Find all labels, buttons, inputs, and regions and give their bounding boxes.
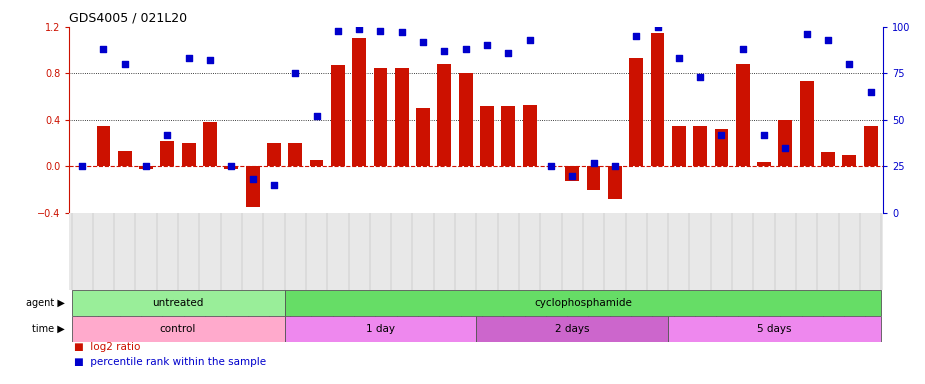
Text: 1 day: 1 day xyxy=(366,324,395,334)
Text: 5 days: 5 days xyxy=(758,324,792,334)
Bar xyxy=(629,58,643,166)
Point xyxy=(224,163,239,169)
Point xyxy=(394,30,409,36)
Bar xyxy=(735,64,749,166)
Bar xyxy=(117,151,131,166)
Bar xyxy=(693,126,707,166)
Point xyxy=(117,61,132,67)
Text: untreated: untreated xyxy=(153,298,204,308)
Bar xyxy=(374,68,388,166)
Point xyxy=(672,55,686,61)
Point xyxy=(288,70,302,76)
Point xyxy=(458,46,473,52)
Bar xyxy=(71,290,285,316)
Point xyxy=(139,163,154,169)
Bar xyxy=(71,316,285,342)
Point xyxy=(863,89,878,95)
Bar xyxy=(352,38,366,166)
Point xyxy=(842,61,857,67)
Bar xyxy=(586,166,600,190)
Point xyxy=(714,132,729,138)
Bar xyxy=(565,166,579,181)
Point xyxy=(96,46,111,52)
Point xyxy=(693,74,708,80)
Bar xyxy=(246,166,260,207)
Point xyxy=(586,159,601,166)
Point xyxy=(544,163,559,169)
Point xyxy=(820,37,835,43)
Point xyxy=(352,26,366,32)
Bar xyxy=(182,143,195,166)
Point xyxy=(437,48,451,54)
Point xyxy=(415,39,430,45)
Bar xyxy=(225,166,239,169)
Point xyxy=(266,182,281,188)
Bar xyxy=(459,73,473,166)
Point xyxy=(523,37,537,43)
Bar xyxy=(267,143,281,166)
Point xyxy=(757,132,771,138)
Bar xyxy=(758,162,771,166)
Point xyxy=(501,50,516,56)
Text: cyclophosphamide: cyclophosphamide xyxy=(534,298,632,308)
Text: time ▶: time ▶ xyxy=(32,324,65,334)
Point xyxy=(778,145,793,151)
Bar xyxy=(668,316,882,342)
Bar xyxy=(331,65,345,166)
Point xyxy=(160,132,175,138)
Bar xyxy=(501,106,515,166)
Bar xyxy=(843,155,857,166)
Point xyxy=(608,163,623,169)
Point xyxy=(799,31,814,37)
Point xyxy=(735,46,750,52)
Bar xyxy=(800,81,814,166)
Text: GDS4005 / 021L20: GDS4005 / 021L20 xyxy=(69,11,188,24)
Bar xyxy=(285,290,882,316)
Point xyxy=(309,113,324,119)
Bar xyxy=(416,108,430,166)
Bar xyxy=(779,120,793,166)
Point xyxy=(245,176,260,182)
Point xyxy=(373,28,388,34)
Point xyxy=(330,28,345,34)
Point xyxy=(75,163,90,169)
Point xyxy=(181,55,196,61)
Bar xyxy=(310,161,324,166)
Bar xyxy=(608,166,622,199)
Text: 2 days: 2 days xyxy=(555,324,589,334)
Bar xyxy=(476,316,668,342)
Point xyxy=(565,172,580,179)
Bar xyxy=(672,126,685,166)
Bar xyxy=(821,152,835,166)
Point xyxy=(203,57,217,63)
Bar xyxy=(204,122,217,166)
Text: ■  log2 ratio: ■ log2 ratio xyxy=(74,342,141,352)
Text: control: control xyxy=(160,324,196,334)
Bar xyxy=(285,316,476,342)
Bar xyxy=(96,126,110,166)
Bar xyxy=(160,141,174,166)
Point xyxy=(629,33,644,39)
Bar xyxy=(438,64,451,166)
Bar xyxy=(480,106,494,166)
Bar xyxy=(523,105,536,166)
Point xyxy=(480,42,495,48)
Bar xyxy=(864,126,878,166)
Text: ■  percentile rank within the sample: ■ percentile rank within the sample xyxy=(74,357,266,367)
Bar xyxy=(714,129,728,166)
Point xyxy=(650,24,665,30)
Text: agent ▶: agent ▶ xyxy=(26,298,65,308)
Bar xyxy=(395,68,409,166)
Bar xyxy=(139,166,153,169)
Bar xyxy=(289,143,302,166)
Bar xyxy=(650,33,664,166)
